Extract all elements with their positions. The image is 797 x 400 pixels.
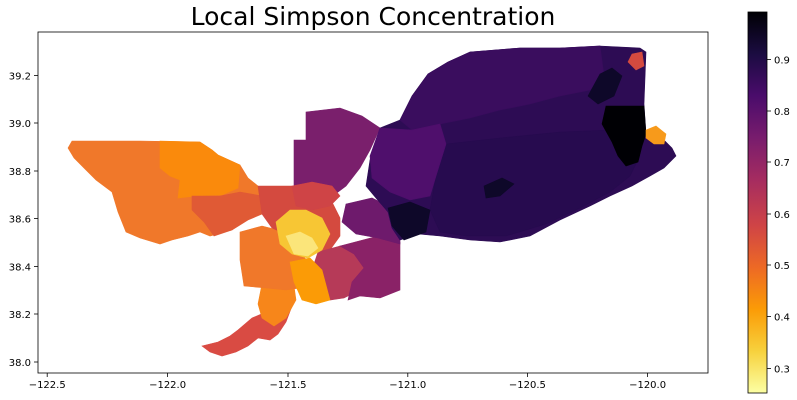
x-tick: −121.5 xyxy=(269,373,307,391)
colorbar-tick: 0.7 xyxy=(767,158,790,169)
colorbar-tick-label: 0.5 xyxy=(774,261,790,272)
y-tick: 38.6 xyxy=(9,215,38,226)
y-tick: 38.0 xyxy=(9,358,38,369)
x-tick-label: −122.5 xyxy=(29,380,66,391)
region-darkest-ne xyxy=(601,105,647,167)
colorbar-tick: 0.6 xyxy=(767,210,790,221)
region-yolo-east xyxy=(159,140,241,199)
x-tick-label: −120.5 xyxy=(509,380,546,391)
region-urban-light xyxy=(285,231,319,257)
y-tick-label: 39.0 xyxy=(9,119,31,130)
x-tick-label: −122.0 xyxy=(149,380,186,391)
region-east-lower xyxy=(429,129,641,237)
colorbar-gradient xyxy=(747,11,768,394)
x-tick-label: −121.0 xyxy=(389,380,426,391)
region-dark-patch-1 xyxy=(387,201,431,241)
region-south-orange xyxy=(289,257,331,305)
y-tick: 38.4 xyxy=(9,263,38,274)
colorbar: 0.3 0.4 0.5 0.6 0.7 0.8 0.9 xyxy=(747,11,790,394)
colorbar-tick-label: 0.4 xyxy=(774,313,790,324)
x-tick-label: −121.5 xyxy=(269,380,306,391)
x-tick-label: −120.0 xyxy=(629,380,666,391)
region-yolo-south xyxy=(191,191,263,237)
y-tick-label: 39.2 xyxy=(9,72,31,83)
y-tick-label: 38.6 xyxy=(9,215,31,226)
y-tick-label: 38.4 xyxy=(9,263,31,274)
x-tick: −120.0 xyxy=(629,373,666,391)
x-axis: −122.5 −122.0 −121.5 −121.0 −120.5 −120.… xyxy=(29,373,666,391)
y-tick: 38.2 xyxy=(9,310,38,321)
y-tick-label: 38.0 xyxy=(9,358,31,369)
colorbar-tick-label: 0.8 xyxy=(774,107,790,118)
x-tick: −122.5 xyxy=(29,373,66,391)
region-orange-ne xyxy=(645,125,667,145)
region-red-top xyxy=(627,51,645,71)
colorbar-tick: 0.5 xyxy=(767,261,790,272)
colorbar-tick: 0.8 xyxy=(767,107,790,118)
colorbar-tick: 0.9 xyxy=(767,56,790,67)
y-tick: 38.8 xyxy=(9,167,38,178)
x-tick: −122.0 xyxy=(149,373,186,391)
y-tick: 39.2 xyxy=(9,72,38,83)
region-dark-patch-2 xyxy=(483,177,515,199)
region-east-mid xyxy=(369,123,447,201)
colorbar-tick-label: 0.3 xyxy=(774,365,790,376)
colorbar-tick: 0.4 xyxy=(767,313,790,324)
map-title: Local Simpson Concentration xyxy=(190,2,556,31)
region-polygons xyxy=(67,45,677,357)
y-tick: 39.0 xyxy=(9,119,38,130)
x-tick: −120.5 xyxy=(509,373,546,391)
y-tick-label: 38.8 xyxy=(9,167,31,178)
colorbar-tick-label: 0.9 xyxy=(774,56,790,67)
region-dark-north xyxy=(587,67,623,105)
y-axis: 38.0 38.2 38.4 38.6 38.8 39.0 39.2 xyxy=(9,72,38,369)
colorbar-tick-label: 0.7 xyxy=(774,158,790,169)
region-north-west xyxy=(291,181,341,211)
y-tick-label: 38.2 xyxy=(9,310,31,321)
x-tick: −121.0 xyxy=(389,373,426,391)
colorbar-tick: 0.3 xyxy=(767,365,790,376)
colorbar-tick-label: 0.6 xyxy=(774,210,790,221)
